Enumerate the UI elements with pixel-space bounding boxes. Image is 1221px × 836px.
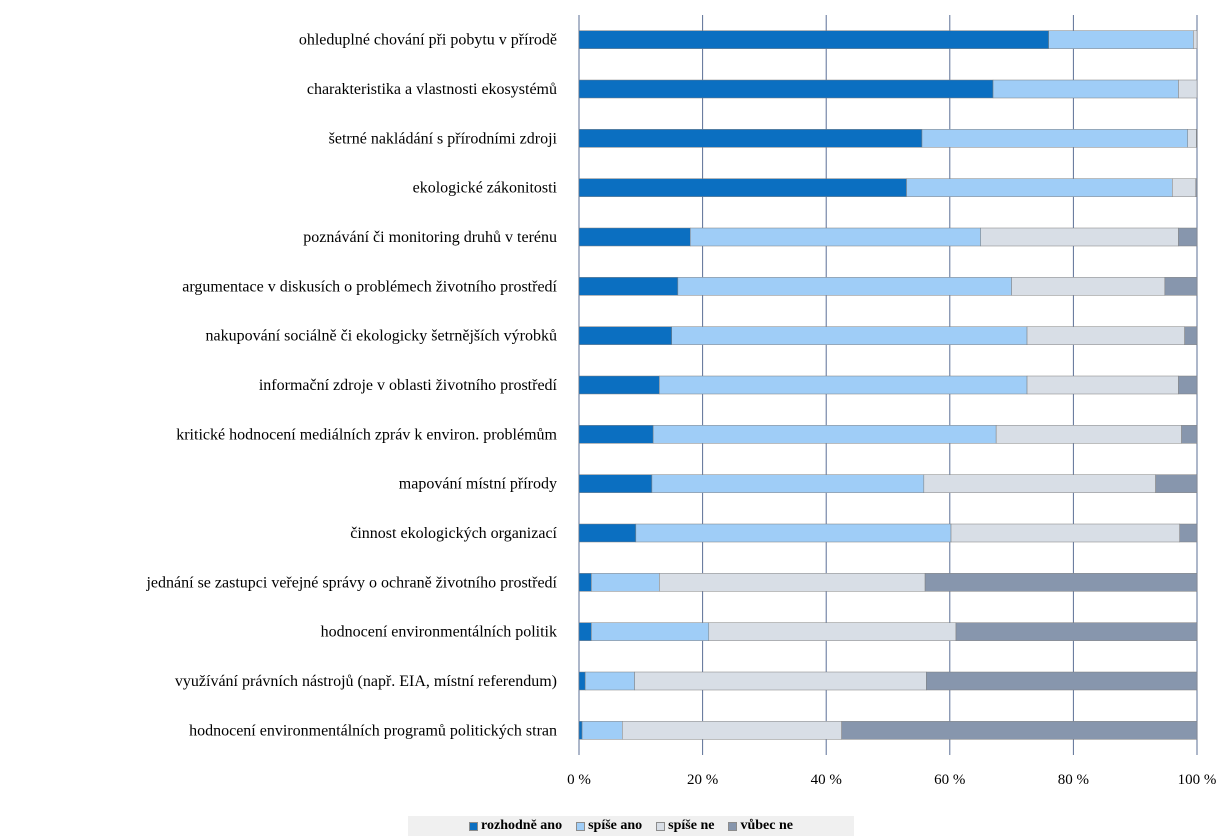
legend-swatch [576,821,586,831]
bar-segment [1048,30,1194,49]
x-tick-label: 100 % [1178,772,1217,788]
bar-segment [955,622,1198,641]
bar-segment [578,573,592,592]
category-label: ekologické zákonitosti [413,180,558,197]
x-axis-tick-labels: 0 % 20 % 40 % 60 % 80 % 100 % [567,772,1216,788]
bar-segment [578,326,672,345]
bar-segment [1184,326,1198,345]
legend-swatch [728,821,738,831]
bar-segment [1181,425,1198,444]
bar-segment [924,573,1198,592]
bar-segment [578,277,679,296]
category-labels: ohleduplné chování při pobytu v přírodě c… [145,32,557,740]
category-label: hodnocení environmentálních politik [321,624,557,641]
category-label: kritické hodnocení mediálních zpráv k en… [176,426,557,443]
bar-segment [634,671,927,691]
category-label: argumentace v diskusích o problémech živ… [182,278,557,295]
bar-segment [1172,178,1197,197]
bars [578,30,1198,740]
bar-segment [635,523,952,543]
bar-segment [1178,227,1198,247]
category-label: charakteristika a vlastnosti ekosystémů [307,81,557,98]
category-label: šetrné nakládání s přírodními zdroji [329,130,558,147]
bar-segment [651,474,925,493]
bar-segment [841,721,1198,740]
category-label: využívání právních nástrojů (např. EIA, … [175,673,557,690]
bar-segment [1155,474,1198,493]
stacked-bar-chart: ohleduplné chování při pobytu v přírodě c… [145,15,1216,788]
bar-segment [671,326,1028,345]
bar-segment [1179,523,1198,543]
bar-segment [1026,375,1179,395]
bar-segment [578,375,660,395]
category-label: jednání se zastupci veřejné správy o och… [145,574,557,591]
bar-segment [677,277,1012,296]
bar-segment [581,721,623,740]
bar-segment [578,178,907,197]
bar-segment [1196,129,1198,148]
bar-segment [622,721,842,740]
bar-segment [926,671,1198,691]
x-tick-label: 60 % [934,772,965,788]
bar-segment [578,129,923,148]
legend-label: vůbec ne [740,818,793,833]
bar-segment [1193,30,1198,49]
bar-segment [578,79,994,99]
bar-segment [578,671,586,691]
bar-segment [652,425,997,444]
bar-segment [578,425,654,444]
category-label: poznávání či monitoring druhů v terénu [303,229,557,246]
bar-segment [1011,277,1166,296]
category-label: informační zdroje v oblasti životního pr… [259,377,558,394]
legend-item: spíše ne [656,818,714,834]
x-tick-label: 20 % [687,772,718,788]
category-label: mapování místní přírody [399,476,557,493]
bar-segment [689,227,981,247]
x-tick-label: 80 % [1058,772,1089,788]
bar-segment [708,622,957,641]
x-tick-label: 40 % [811,772,842,788]
bar-segment [1026,326,1185,345]
legend-label: rozhodně ano [481,818,563,833]
bar-segment [584,671,635,691]
bar-segment [578,474,653,493]
bar-segment [1178,79,1198,99]
bar-segment [578,227,691,247]
category-label: nakupování sociálně či ekologicky šetrně… [206,328,557,345]
legend-swatch [656,821,666,831]
bar-segment [995,425,1182,444]
legend: rozhodně ano spíše ano spíše ne vůbec ne [408,816,854,836]
bar-segment [923,474,1156,493]
bar-segment [578,721,583,740]
legend-item: vůbec ne [728,818,793,834]
bar-segment [992,79,1179,99]
legend-label: spíše ne [668,818,715,833]
legend-label: spíše ano [588,818,643,833]
category-label: činnost ekologických organizací [350,525,557,542]
bar-segment [578,523,637,543]
bar-segment [659,375,1028,395]
category-label: ohleduplné chování při pobytu v přírodě [299,32,557,49]
bar-segment [591,573,660,592]
x-tick-label: 0 % [567,772,591,788]
category-label: hodnocení environmentálních programů pol… [189,722,557,739]
bar-segment [1164,277,1198,296]
bar-segment [921,129,1188,148]
legend-item: rozhodně ano [469,818,562,834]
bar-segment [906,178,1173,197]
bar-segment [980,227,1179,247]
bar-segment [1178,375,1198,395]
bar-segment [659,573,926,592]
bar-segment [1195,178,1198,197]
bar-segment [591,622,710,641]
bar-segment [578,30,1049,49]
legend-swatch [469,821,479,831]
legend-item: spíše ano [576,818,642,834]
bar-segment [1187,129,1197,148]
bar-segment [950,523,1180,543]
bar-segment [578,622,592,641]
